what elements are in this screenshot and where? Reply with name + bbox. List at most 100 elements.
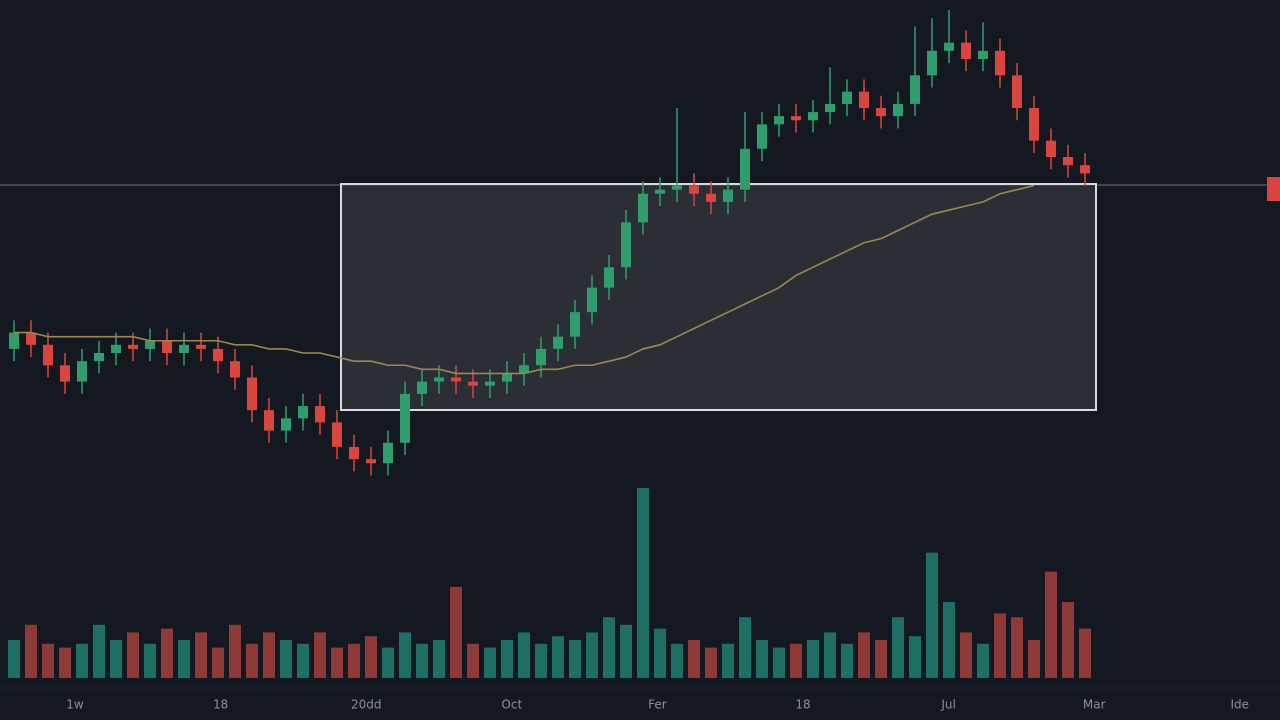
- volume-bar: [161, 628, 173, 678]
- candle-body: [1012, 75, 1022, 108]
- volume-bar: [416, 643, 428, 678]
- volume-bar: [212, 647, 224, 678]
- candle-body: [995, 50, 1005, 76]
- price-tag: [1267, 177, 1280, 201]
- x-tick-label: Mar: [1083, 698, 1106, 712]
- volume-bar: [892, 617, 904, 678]
- volume-bar: [399, 632, 411, 678]
- volume-bar: [144, 643, 156, 678]
- x-tick-label: Jul: [940, 698, 955, 712]
- candle-body: [587, 287, 597, 313]
- candle-body: [842, 91, 852, 104]
- candle-body: [43, 344, 53, 366]
- volume-bar: [858, 632, 870, 678]
- volume-bar: [25, 624, 37, 678]
- x-tick-label: 18: [795, 698, 810, 712]
- candle-body: [757, 124, 767, 149]
- candle-body: [604, 267, 614, 288]
- volume-bar: [1062, 602, 1074, 678]
- volume-bar: [875, 640, 887, 678]
- volume-bar: [178, 640, 190, 678]
- candle-body: [9, 332, 19, 349]
- candle-body: [162, 340, 172, 353]
- candle-body: [791, 116, 801, 121]
- range-box: [340, 183, 1097, 411]
- volume-bar: [824, 632, 836, 678]
- volume-bar: [331, 647, 343, 678]
- candle-body: [298, 406, 308, 419]
- x-tick-label: Ide: [1231, 698, 1250, 712]
- candle-body: [128, 344, 138, 349]
- x-tick-label: Oct: [501, 698, 522, 712]
- candle-body: [230, 361, 240, 378]
- candle-body: [247, 377, 257, 411]
- candle-body: [451, 377, 461, 382]
- volume-bar: [382, 647, 394, 678]
- volume-bar: [569, 640, 581, 678]
- volume-bar: [790, 643, 802, 678]
- volume-bar: [654, 628, 666, 678]
- candle-body: [910, 75, 920, 104]
- candle-body: [553, 336, 563, 349]
- volume-bar: [773, 647, 785, 678]
- candle-body: [672, 185, 682, 190]
- candle-body: [179, 344, 189, 353]
- candle-body: [740, 148, 750, 190]
- volume-bar: [1079, 628, 1091, 678]
- volume-bar: [586, 632, 598, 678]
- volume-bar: [246, 643, 258, 678]
- candle-body: [264, 410, 274, 431]
- volume-bar: [637, 488, 649, 678]
- volume-bar: [705, 647, 717, 678]
- candle-body: [961, 42, 971, 59]
- candle-body: [111, 344, 121, 353]
- volume-bar: [739, 617, 751, 678]
- volume-bar: [76, 643, 88, 678]
- candle-body: [876, 108, 886, 117]
- volume-bar: [960, 632, 972, 678]
- volume-bar: [348, 643, 360, 678]
- volume-bar: [229, 624, 241, 678]
- candle-body: [145, 340, 155, 349]
- moving-average: [14, 184, 1035, 375]
- volume-bar: [8, 640, 20, 678]
- volume-bar: [909, 636, 921, 678]
- candle-body: [944, 42, 954, 51]
- volume-bar: [280, 640, 292, 678]
- volume-bar: [552, 636, 564, 678]
- candle-body: [859, 91, 869, 108]
- volume-bar: [926, 552, 938, 678]
- volume-bar: [501, 640, 513, 678]
- x-tick-label: Fer: [648, 698, 667, 712]
- candle-body: [621, 222, 631, 268]
- candle-body: [485, 381, 495, 386]
- x-tick-label: 20dd: [351, 698, 382, 712]
- volume-bar: [263, 632, 275, 678]
- candle-body: [927, 50, 937, 76]
- volume-bar: [365, 636, 377, 678]
- volume-bar: [943, 602, 955, 678]
- volume-bar: [59, 647, 71, 678]
- candle-body: [315, 406, 325, 423]
- volume-bar: [603, 617, 615, 678]
- volume-bar: [994, 613, 1006, 678]
- volume-bar: [535, 643, 547, 678]
- candle-body: [26, 332, 36, 345]
- volume-bar: [841, 643, 853, 678]
- candle-body: [77, 361, 87, 382]
- candle-body: [468, 381, 478, 386]
- volume-bar: [433, 640, 445, 678]
- volume-bar: [297, 643, 309, 678]
- volume-bar: [756, 640, 768, 678]
- volume-bar: [722, 643, 734, 678]
- volume-bar: [93, 624, 105, 678]
- candle-body: [570, 312, 580, 337]
- candle-body: [366, 459, 376, 464]
- volume-bar: [1045, 571, 1057, 678]
- volume-bar: [450, 586, 462, 678]
- candle-body: [689, 185, 699, 194]
- volume-bar: [807, 640, 819, 678]
- volume-bar: [1028, 640, 1040, 678]
- candle-body: [1080, 165, 1090, 174]
